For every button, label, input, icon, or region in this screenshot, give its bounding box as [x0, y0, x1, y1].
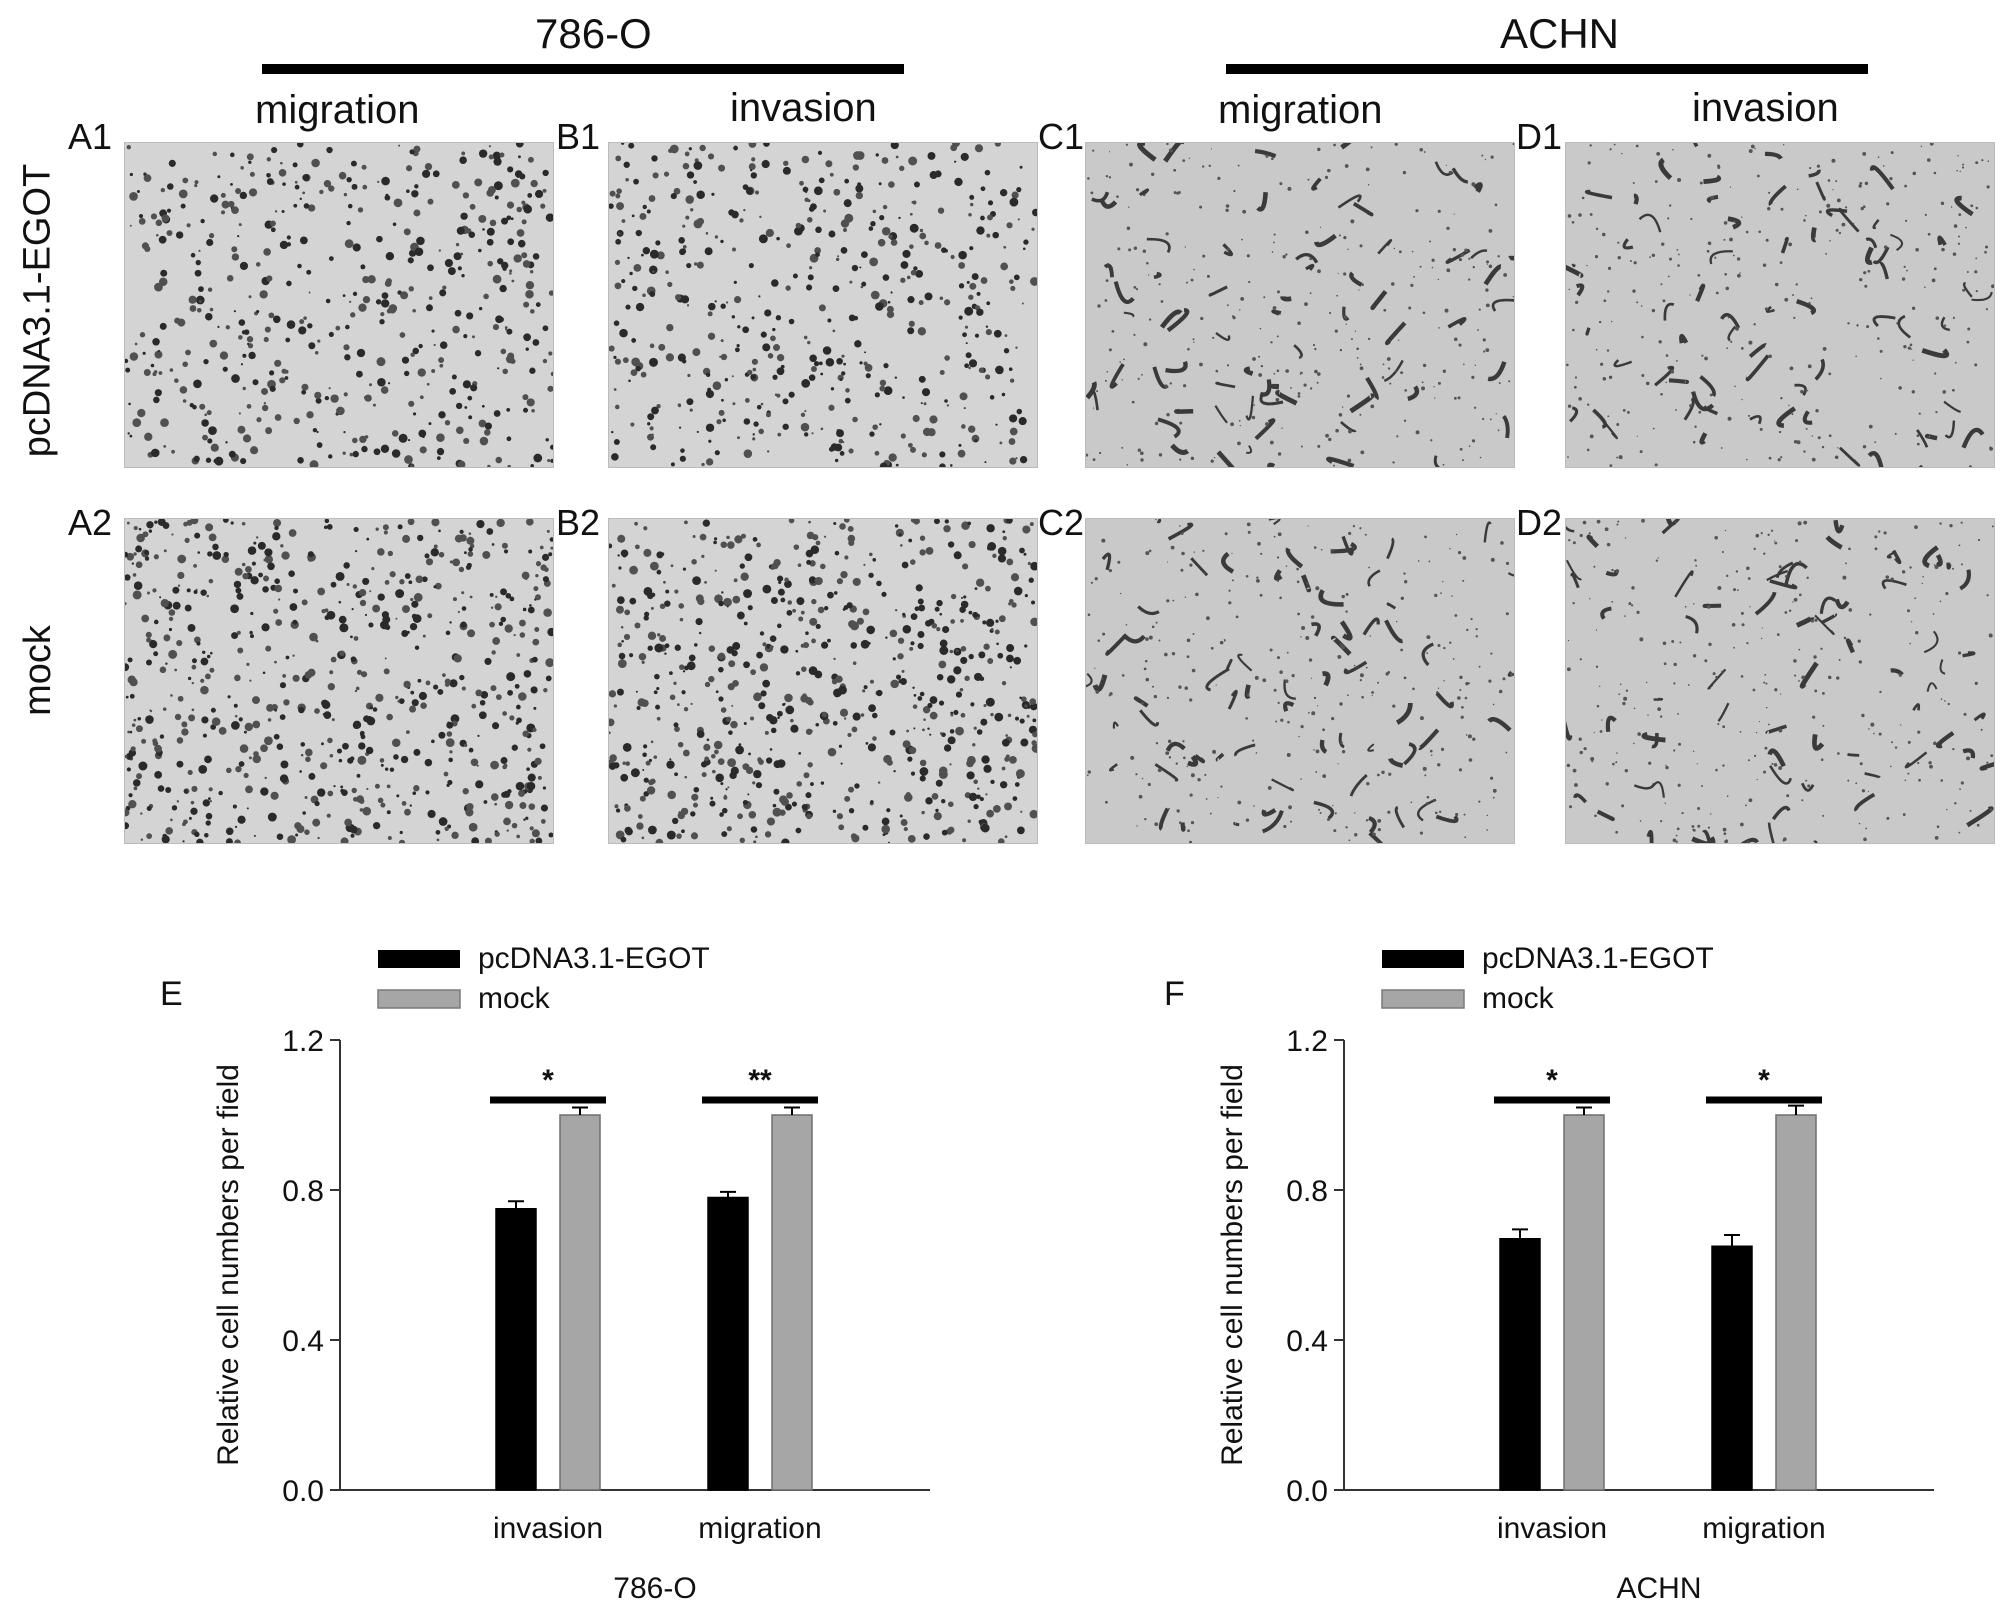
significance-mark: *	[542, 1064, 554, 1097]
significance-mark: **	[748, 1064, 772, 1097]
legend-label-1: mock	[1482, 982, 1555, 1015]
significance-mark: *	[1758, 1064, 1770, 1097]
group-title-786O: 786-O	[535, 10, 652, 57]
x-tick-label: invasion	[493, 1512, 603, 1545]
y-axis-label: Relative cell numbers per field	[1216, 1064, 1249, 1466]
bar-invasion-0	[1499, 1238, 1541, 1491]
group-bar-786O	[262, 64, 904, 74]
bar-migration-1	[771, 1114, 813, 1491]
y-tick-label: 1.2	[1286, 1025, 1328, 1058]
legend-swatch-0	[378, 950, 460, 968]
bar-invasion-1	[1563, 1114, 1605, 1491]
panel-label-A1: A1	[68, 116, 113, 157]
panel-label-B2: B2	[556, 502, 601, 543]
x-tick-label: migration	[698, 1512, 821, 1545]
legend-swatch-1	[377, 989, 461, 1009]
x-tick-label: invasion	[1497, 1512, 1607, 1545]
row-label-pcdna: pcDNA3.1-EGOT	[16, 163, 59, 457]
micrograph-D1	[1565, 142, 1995, 468]
chart-panel-label: E	[160, 975, 183, 1013]
x-tick-label: migration	[1702, 1512, 1825, 1545]
row-label-box-egot: pcDNA3.1-EGOT	[8, 130, 68, 490]
y-tick-label: 1.2	[282, 1025, 324, 1058]
micrograph-D2	[1565, 518, 1995, 844]
micrograph-A2	[124, 518, 554, 844]
significance-mark: *	[1546, 1064, 1558, 1097]
bar-migration-0	[707, 1196, 749, 1491]
panel-label-D2: D2	[1516, 502, 1563, 543]
legend-swatch-0	[1382, 950, 1464, 968]
y-tick-label: 0.0	[282, 1475, 324, 1508]
panel-label-B1: B1	[556, 116, 601, 157]
y-tick-label: 0.4	[282, 1325, 324, 1358]
micrograph-C2	[1085, 518, 1515, 844]
column-title-invasion-786O: invasion	[730, 86, 877, 130]
panel-label-D1: D1	[1516, 116, 1563, 157]
legend-swatch-1	[1381, 989, 1465, 1009]
micrograph-B1	[608, 142, 1038, 468]
y-axis-label: Relative cell numbers per field	[212, 1064, 245, 1466]
chart-panel-label: F	[1164, 975, 1185, 1013]
column-title-migration-786O: migration	[255, 88, 420, 132]
panel-label-C1: C1	[1038, 116, 1085, 157]
x-axis-label: 786-O	[613, 1572, 696, 1600]
bar-migration-1	[1775, 1114, 1817, 1491]
x-axis-label: ACHN	[1616, 1572, 1701, 1600]
micrograph-C1	[1085, 142, 1515, 468]
y-tick-label: 0.8	[282, 1175, 324, 1208]
legend-label-1: mock	[478, 982, 551, 1015]
panel-label-C2: C2	[1038, 502, 1085, 543]
y-tick-label: 0.4	[1286, 1325, 1328, 1358]
y-tick-label: 0.8	[1286, 1175, 1328, 1208]
micrograph-A1	[124, 142, 554, 468]
column-title-invasion-ACHN: invasion	[1692, 86, 1839, 130]
y-tick-label: 0.0	[1286, 1475, 1328, 1508]
row-label-box-mock: mock	[8, 560, 68, 780]
group-bar-ACHN	[1226, 64, 1868, 74]
column-title-migration-ACHN: migration	[1218, 88, 1383, 132]
panel-label-A2: A2	[68, 502, 113, 543]
bar-invasion-0	[495, 1208, 537, 1491]
legend-label-0: pcDNA3.1-EGOT	[1482, 942, 1714, 975]
micrograph-B2	[608, 518, 1038, 844]
bar-invasion-1	[559, 1114, 601, 1491]
row-label-mock: mock	[16, 624, 59, 716]
bar-migration-0	[1711, 1245, 1753, 1491]
legend-label-0: pcDNA3.1-EGOT	[478, 942, 710, 975]
group-title-ACHN: ACHN	[1500, 10, 1620, 57]
